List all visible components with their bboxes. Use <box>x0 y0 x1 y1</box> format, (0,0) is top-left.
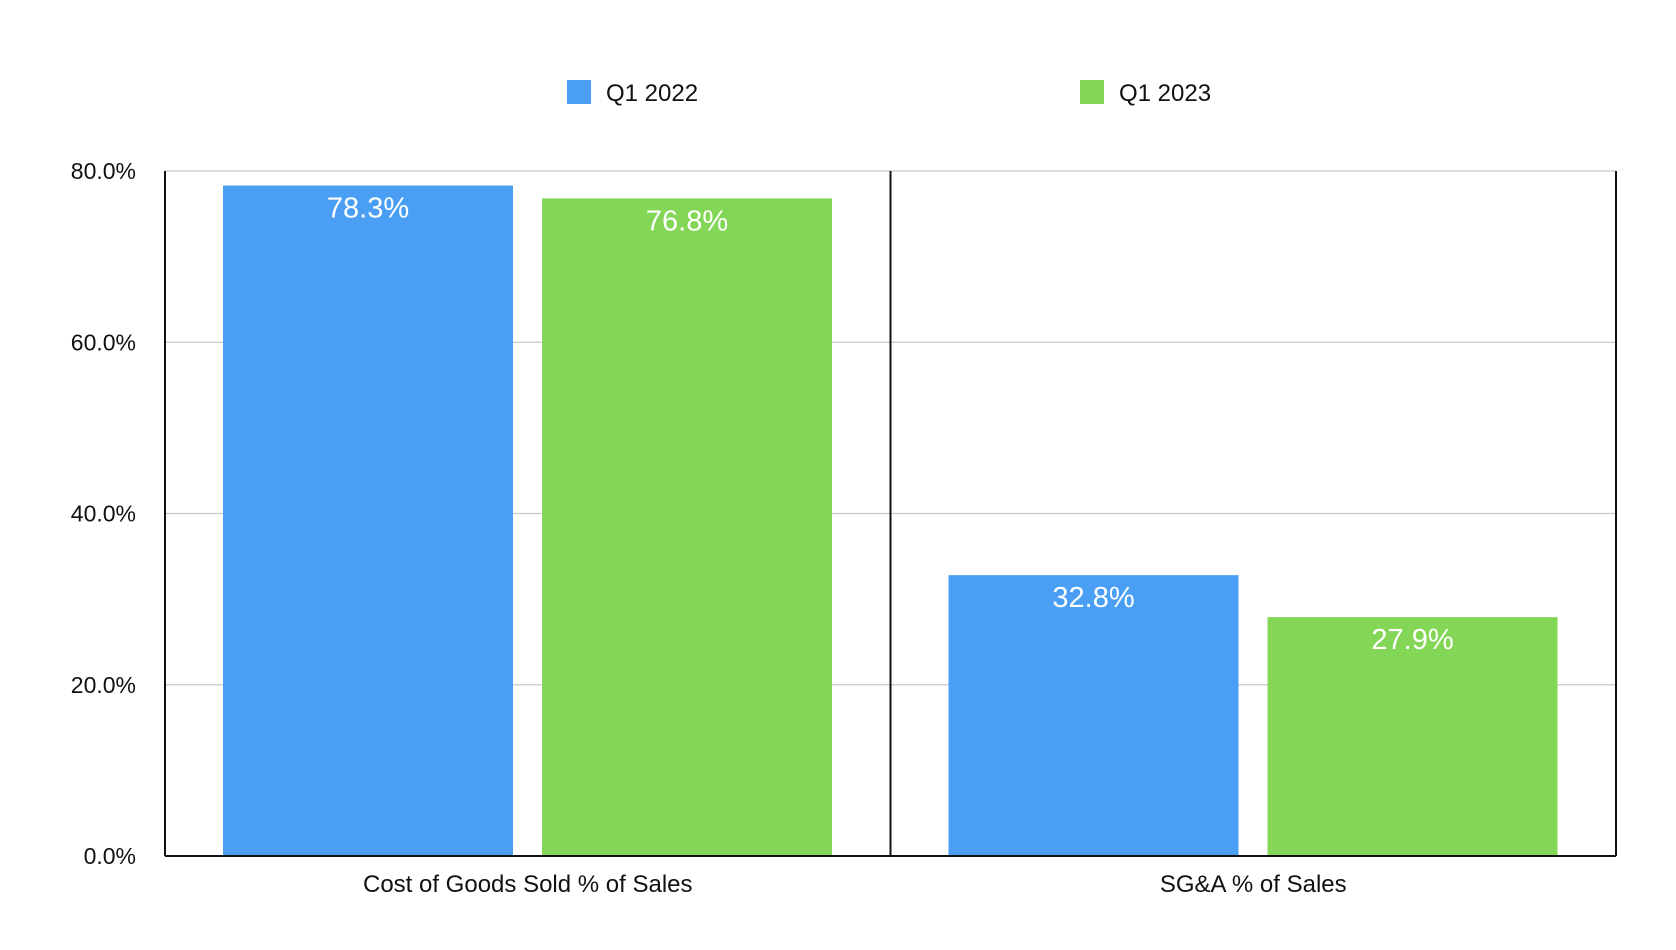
legend-label: Q1 2023 <box>1119 80 1211 107</box>
bar-q1-2022-0 <box>223 185 513 856</box>
data-label: 76.8% <box>646 205 728 237</box>
legend-swatch <box>567 80 591 104</box>
labels: 0.0% 20.0% 40.0% 60.0% 80.0% 78.3% 32.8% 76.8% 2… <box>71 158 1454 898</box>
bar-q1-2023-0 <box>542 198 832 856</box>
data-label: 78.3% <box>327 193 409 225</box>
y-tick-label: 0.0% <box>84 843 136 869</box>
y-tick-label: 20.0% <box>71 672 136 698</box>
y-tick-label: 80.0% <box>71 158 136 184</box>
bar-q1-2022-1 <box>948 575 1239 856</box>
bars <box>223 185 1558 856</box>
x-category-label: SG&A % of Sales <box>1160 871 1347 898</box>
y-tick-label: 60.0% <box>71 329 136 355</box>
data-label: 32.8% <box>1052 582 1134 614</box>
bar-q1-2023-1 <box>1267 617 1558 856</box>
axes <box>164 171 1617 857</box>
legend-swatch <box>1080 80 1104 104</box>
legend-item: Q1 2023 <box>1080 80 1211 107</box>
legend: Q1 2022 Q1 2023 <box>567 80 1211 107</box>
x-category-label: Cost of Goods Sold % of Sales <box>363 871 693 898</box>
legend-item: Q1 2022 <box>567 80 698 107</box>
data-label: 27.9% <box>1371 624 1453 656</box>
y-tick-label: 40.0% <box>71 501 136 527</box>
legend-label: Q1 2022 <box>606 80 698 107</box>
